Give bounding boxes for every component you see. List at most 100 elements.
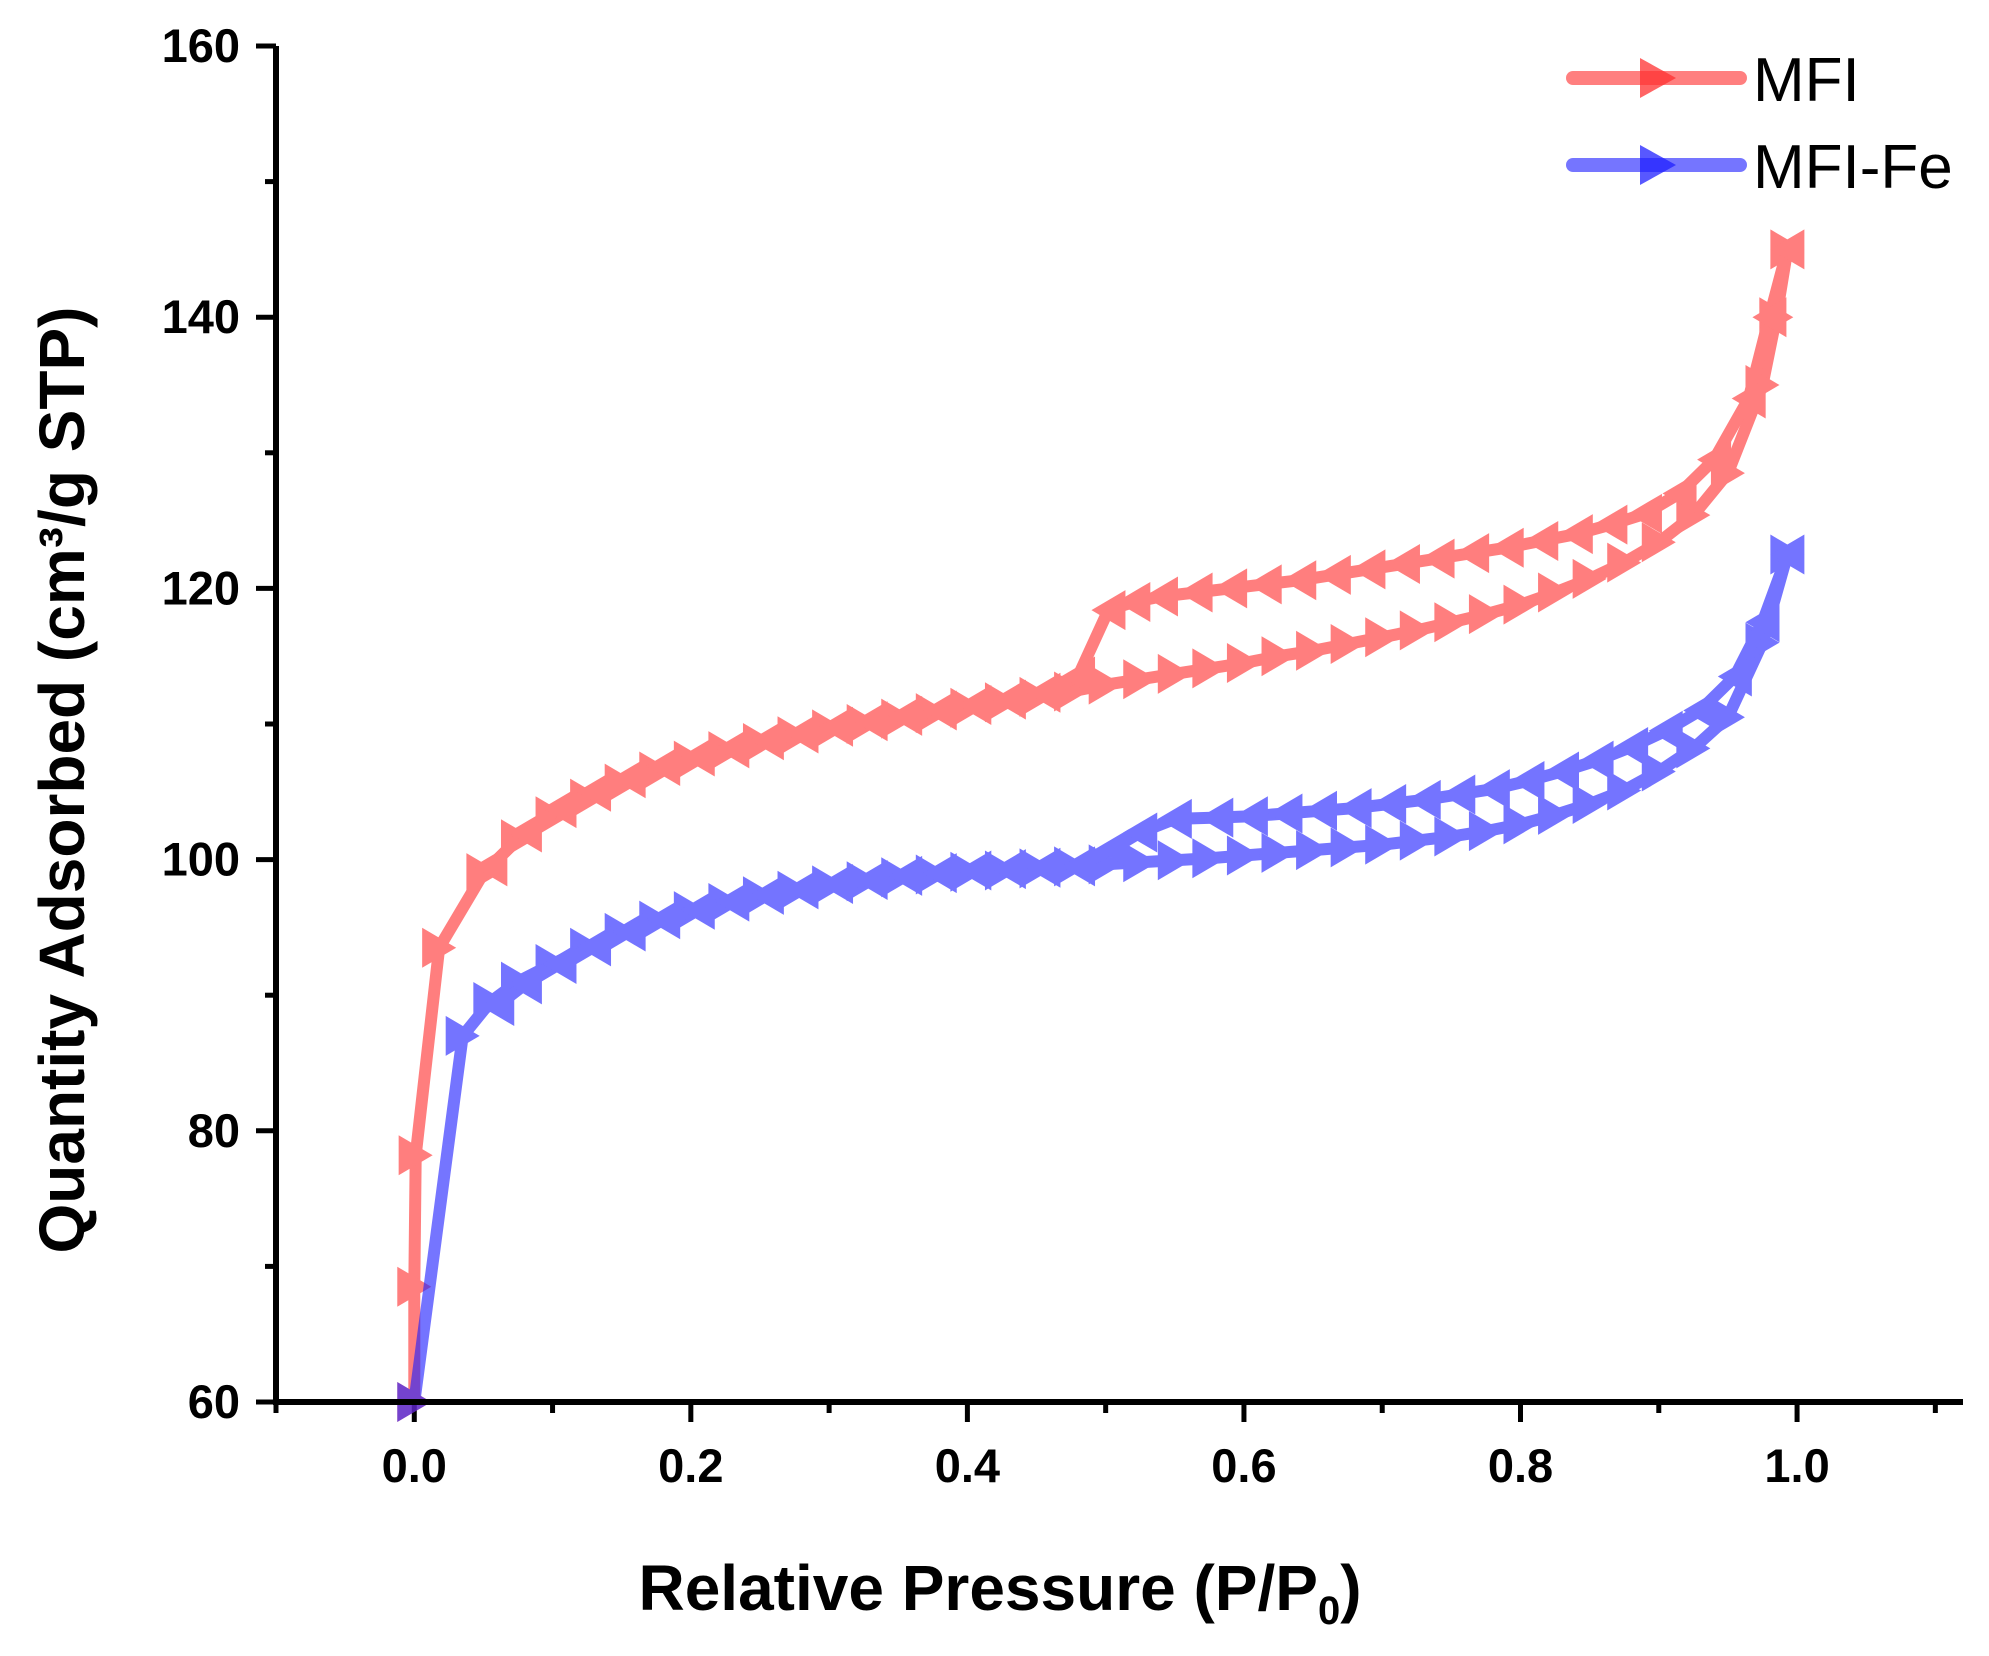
y-tick-label: 80 (188, 1104, 240, 1157)
data-point-adsorption (1434, 816, 1469, 857)
legend-marker-mfi (1640, 58, 1676, 98)
data-point-adsorption (422, 927, 457, 968)
data-point-desorption (577, 926, 612, 967)
data-point-desorption (1614, 727, 1649, 768)
data-point-adsorption (1330, 827, 1365, 868)
data-point-adsorption (1226, 835, 1261, 876)
data-point-desorption (1372, 784, 1407, 825)
legend-marker-mfi-fe (1640, 145, 1676, 185)
data-point-adsorption (398, 1135, 433, 1176)
legend-label-mfi-fe: MFI-Fe (1753, 133, 1953, 202)
data-point-desorption (1116, 581, 1151, 622)
data-point-adsorption (1192, 648, 1227, 689)
data-point-desorption (1770, 229, 1805, 270)
data-point-desorption (1143, 576, 1178, 617)
data-point-desorption (888, 855, 923, 896)
data-point-desorption (1303, 790, 1338, 831)
data-point-desorption (1524, 520, 1559, 561)
data-point-desorption (1091, 590, 1126, 631)
data-point-desorption (1026, 672, 1061, 713)
data-point-adsorption (1365, 824, 1400, 865)
data-point-desorption (542, 944, 577, 985)
series-mfi (397, 229, 1805, 1422)
data-point-desorption (1510, 760, 1545, 801)
data-point-desorption (1213, 568, 1248, 609)
data-point-desorption (1233, 796, 1268, 837)
data-point-desorption (1420, 538, 1455, 579)
data-point-desorption (611, 758, 646, 799)
data-point-desorption (819, 706, 854, 747)
data-point-adsorption (1676, 728, 1711, 769)
data-point-desorption (611, 911, 646, 952)
data-point-adsorption (1607, 770, 1642, 811)
legend-label-mfi: MFI (1753, 46, 1860, 115)
data-point-desorption (1282, 560, 1317, 601)
data-point-desorption (1406, 779, 1441, 820)
data-point-desorption (507, 812, 542, 853)
y-tick-label: 120 (162, 561, 240, 614)
data-point-desorption (1593, 504, 1628, 545)
data-point-desorption (1662, 473, 1697, 514)
data-point-adsorption (466, 853, 501, 894)
data-point-desorption (542, 788, 577, 829)
data-point-adsorption (1261, 636, 1296, 677)
data-point-adsorption (1088, 664, 1123, 705)
x-tick-label: 0.6 (1211, 1439, 1276, 1492)
data-point-desorption (680, 736, 715, 777)
data-point-adsorption (1641, 751, 1676, 792)
data-point-desorption (853, 859, 888, 900)
data-point-desorption (1061, 656, 1096, 697)
data-point-desorption (1385, 543, 1420, 584)
data-point-desorption (1061, 846, 1096, 887)
data-point-desorption (922, 853, 957, 894)
data-point-desorption (1095, 828, 1130, 869)
y-tick-label: 160 (162, 19, 240, 72)
data-point-desorption (1731, 378, 1766, 419)
series-line-desorption (491, 548, 1794, 1012)
data-point-desorption (1123, 812, 1158, 853)
x-tick-label: 0.4 (935, 1439, 1000, 1492)
y-tick-label: 100 (162, 833, 240, 886)
series-group (397, 229, 1805, 1422)
data-point-desorption (853, 701, 888, 742)
x-axis-title-subscript: 0 (1318, 1589, 1340, 1633)
data-point-adsorption (1607, 542, 1642, 583)
data-point-desorption (1026, 847, 1061, 888)
y-axis-title: Quantity Adsorbed (cm³/g STP) (26, 307, 98, 1254)
data-point-adsorption (1468, 811, 1503, 852)
data-point-desorption (1745, 602, 1780, 643)
data-point-desorption (1558, 514, 1593, 555)
data-point-adsorption (1365, 617, 1400, 658)
data-point-desorption (715, 728, 750, 769)
x-tick-label: 0.0 (382, 1439, 447, 1492)
data-point-desorption (784, 713, 819, 754)
x-tick-label: 1.0 (1764, 1439, 1829, 1492)
data-point-desorption (1489, 527, 1524, 568)
data-point-desorption (1627, 493, 1662, 534)
data-point-desorption (991, 679, 1026, 720)
axes (273, 46, 1963, 1405)
legend: MFI MFI-Fe (1566, 46, 1953, 202)
data-point-desorption (1475, 769, 1510, 810)
data-point-desorption (957, 850, 992, 891)
data-point-desorption (1199, 797, 1234, 838)
data-point-adsorption (1468, 594, 1503, 635)
data-point-desorption (1770, 534, 1805, 575)
x-axis-title-suffix: ) (1340, 1552, 1361, 1624)
y-tick-label: 140 (162, 290, 240, 343)
data-point-adsorption (1123, 842, 1158, 883)
x-axis-title: Relative Pressure (P/P0) (638, 1552, 1361, 1633)
data-point-desorption (1455, 533, 1490, 574)
data-point-adsorption (1503, 804, 1538, 845)
data-point-adsorption (445, 1015, 480, 1056)
data-point-desorption (957, 685, 992, 726)
data-point-desorption (715, 881, 750, 922)
data-point-desorption (1351, 549, 1386, 590)
y-tick-label: 60 (188, 1375, 240, 1428)
data-point-adsorption (1226, 642, 1261, 683)
data-point-adsorption (1157, 653, 1192, 694)
data-point-desorption (888, 695, 923, 736)
data-point-desorption (991, 849, 1026, 890)
data-point-adsorption (1261, 832, 1296, 873)
data-point-desorption (1268, 793, 1303, 834)
